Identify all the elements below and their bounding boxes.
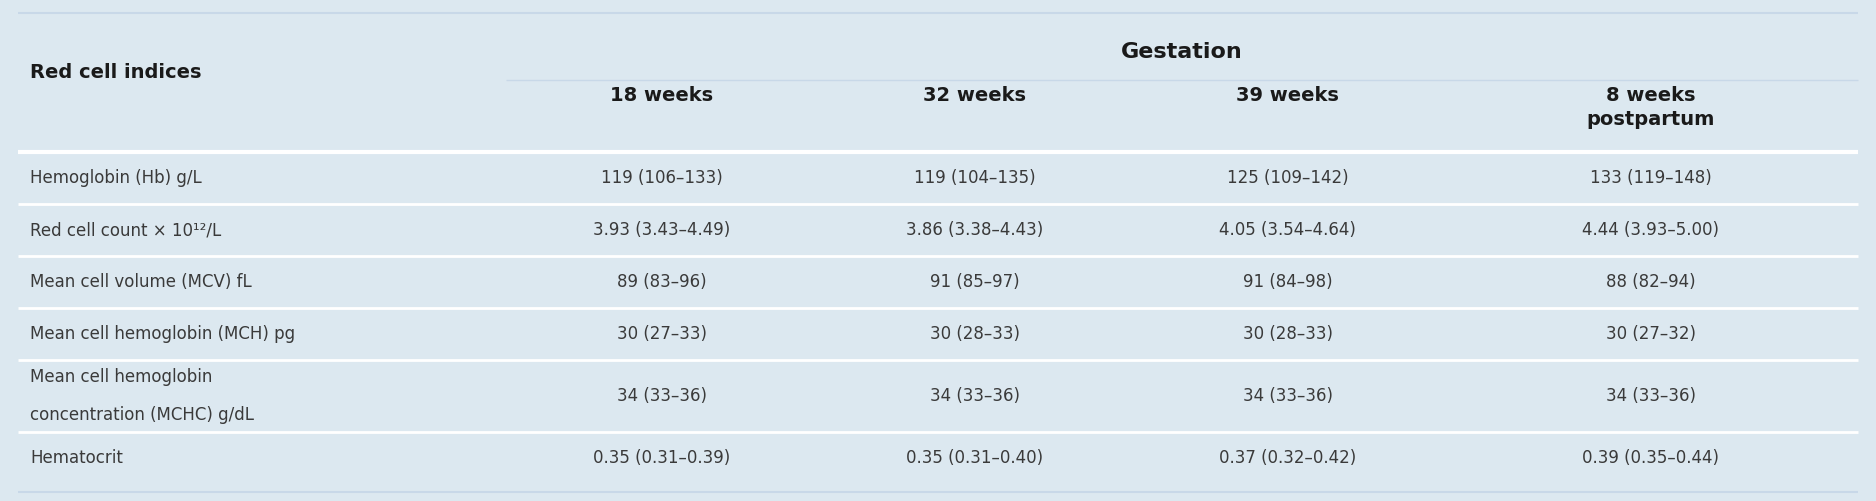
Text: Hematocrit: Hematocrit [30,449,122,467]
Text: 34 (33–36): 34 (33–36) [1606,387,1696,405]
Text: Gestation: Gestation [1122,42,1242,62]
Text: 34 (33–36): 34 (33–36) [617,387,707,405]
Text: 8 weeks
postpartum: 8 weeks postpartum [1587,86,1715,129]
Text: 3.93 (3.43–4.49): 3.93 (3.43–4.49) [593,221,730,239]
Text: 89 (83–96): 89 (83–96) [617,273,707,291]
Text: 34 (33–36): 34 (33–36) [1242,387,1332,405]
Text: Red cell indices: Red cell indices [30,63,201,82]
Text: 119 (104–135): 119 (104–135) [914,169,1036,187]
Text: 0.37 (0.32–0.42): 0.37 (0.32–0.42) [1219,449,1356,467]
Text: Red cell count × 10¹²/L: Red cell count × 10¹²/L [30,221,221,239]
Text: 91 (84–98): 91 (84–98) [1242,273,1332,291]
Text: 30 (28–33): 30 (28–33) [1242,325,1332,343]
Text: 91 (85–97): 91 (85–97) [930,273,1021,291]
Text: 4.05 (3.54–4.64): 4.05 (3.54–4.64) [1219,221,1356,239]
Text: Mean cell hemoglobin: Mean cell hemoglobin [30,368,212,386]
Text: 0.35 (0.31–0.40): 0.35 (0.31–0.40) [906,449,1043,467]
Text: 0.35 (0.31–0.39): 0.35 (0.31–0.39) [593,449,730,467]
Text: Hemoglobin (Hb) g/L: Hemoglobin (Hb) g/L [30,169,203,187]
Text: Mean cell hemoglobin (MCH) pg: Mean cell hemoglobin (MCH) pg [30,325,295,343]
FancyBboxPatch shape [13,8,1863,497]
Text: 125 (109–142): 125 (109–142) [1227,169,1349,187]
Text: 34 (33–36): 34 (33–36) [930,387,1021,405]
Text: 30 (28–33): 30 (28–33) [930,325,1021,343]
Text: 30 (27–33): 30 (27–33) [617,325,707,343]
Text: 133 (119–148): 133 (119–148) [1591,169,1713,187]
Text: 30 (27–32): 30 (27–32) [1606,325,1696,343]
Text: 39 weeks: 39 weeks [1236,86,1339,105]
Text: 0.39 (0.35–0.44): 0.39 (0.35–0.44) [1583,449,1720,467]
Text: Mean cell volume (MCV) fL: Mean cell volume (MCV) fL [30,273,251,291]
Text: 32 weeks: 32 weeks [923,86,1026,105]
Text: 18 weeks: 18 weeks [610,86,713,105]
Text: 4.44 (3.93–5.00): 4.44 (3.93–5.00) [1583,221,1720,239]
Text: 88 (82–94): 88 (82–94) [1606,273,1696,291]
Text: concentration (MCHC) g/dL: concentration (MCHC) g/dL [30,406,253,424]
Text: 119 (106–133): 119 (106–133) [600,169,722,187]
Text: 3.86 (3.38–4.43): 3.86 (3.38–4.43) [906,221,1043,239]
